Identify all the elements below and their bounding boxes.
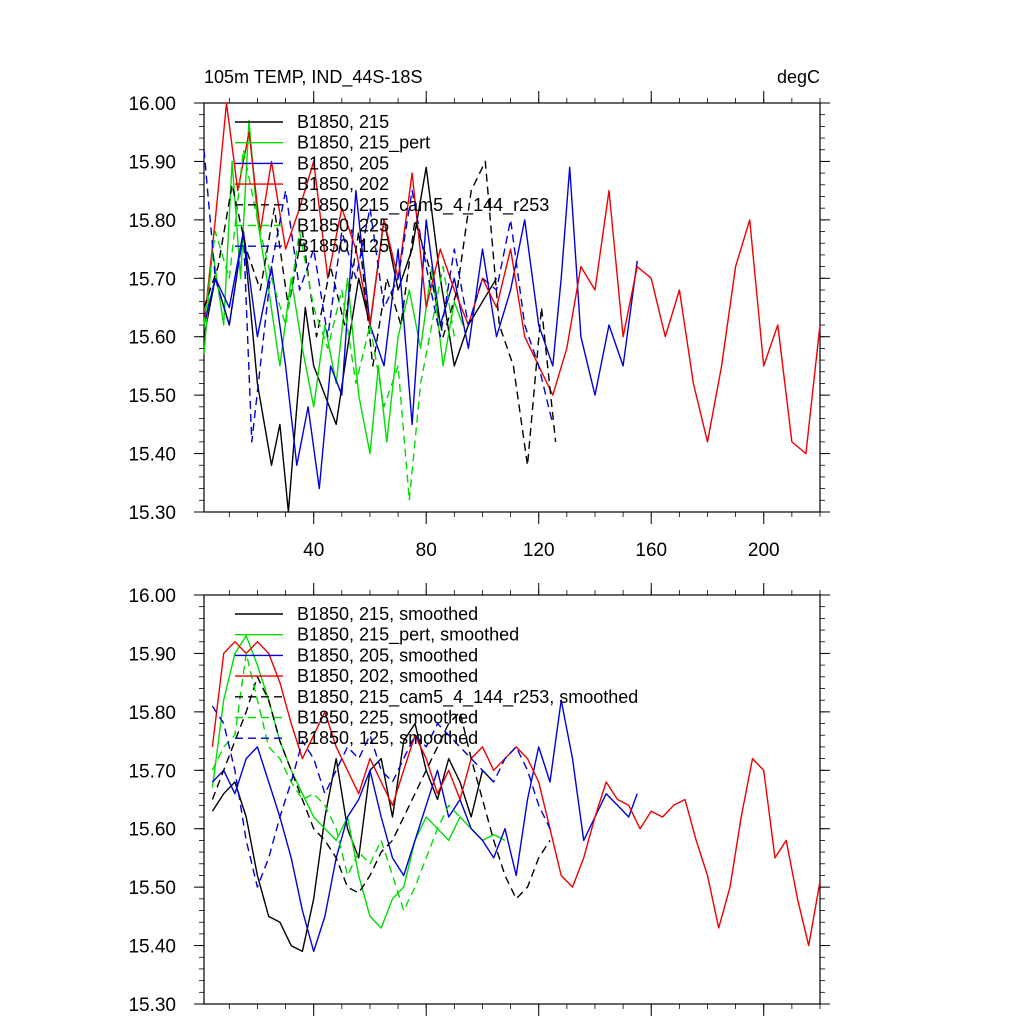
legend-label-7: B1850, 125, smoothed — [297, 728, 478, 748]
series-line-4 — [203, 102, 821, 455]
y-tick-label: 15.70 — [128, 761, 176, 782]
legend-label-6: B1850, 225 — [297, 216, 389, 236]
x-tick-label: 120 — [523, 540, 555, 561]
x-tick-label: 160 — [635, 540, 667, 561]
series-line-2 — [203, 119, 464, 455]
legend-label-4: B1850, 202, smoothed — [297, 666, 478, 686]
y-tick-label: 16.00 — [128, 94, 176, 115]
series-line-7 — [203, 149, 554, 443]
legend-label-2: B1850, 215_pert — [297, 133, 430, 154]
chart-panel-2: 15.30 15.40 15.50 15.60 15.70 15.80 15.90 16.00… — [128, 583, 830, 1016]
y-tick-label: 15.50 — [128, 878, 176, 899]
series-line-3 — [211, 699, 638, 953]
legend-label-4: B1850, 202 — [297, 174, 389, 194]
legend-label-3: B1850, 205 — [297, 153, 389, 173]
legend-label-5: B1850, 215_cam5_4_144_r253 — [297, 195, 549, 216]
y-tick-label: 15.30 — [128, 995, 176, 1016]
y-tick-label: 15.80 — [128, 211, 176, 232]
chart-units: degC — [777, 67, 820, 87]
y-tick-label: 15.90 — [128, 152, 176, 173]
y-tick-label: 15.50 — [128, 386, 176, 407]
chart-panel-1: 15.30 15.40 15.50 15.60 15.70 15.80 15.90 16.00… — [128, 67, 830, 561]
y-tick-label: 15.90 — [128, 644, 176, 665]
legend-label-1: B1850, 215 — [297, 112, 389, 132]
series-line-3 — [203, 166, 638, 490]
y-tick-label: 15.40 — [128, 445, 176, 466]
series-line-4 — [211, 641, 821, 947]
legend-label-2: B1850, 215_pert, smoothed — [297, 625, 519, 646]
legend-label-5: B1850, 215_cam5_4_144_r253, smoothed — [297, 687, 638, 708]
x-tick-label: 40 — [303, 540, 324, 561]
y-tick-label: 15.60 — [128, 328, 176, 349]
x-tick-label: 200 — [748, 540, 780, 561]
series-line-5 — [203, 160, 557, 466]
y-tick-label: 15.70 — [128, 269, 176, 290]
legend-label-3: B1850, 205, smoothed — [297, 645, 478, 665]
series-line-6 — [211, 652, 461, 912]
chart-title: 105m TEMP, IND_44S-18S — [204, 67, 422, 88]
series-line-1 — [211, 722, 495, 953]
plot-frame — [203, 594, 821, 1005]
series-line-7 — [211, 705, 551, 888]
x-tick-label: 80 — [416, 540, 437, 561]
series-line-6 — [203, 148, 455, 501]
y-tick-label: 15.80 — [128, 703, 176, 724]
legend-label-1: B1850, 215, smoothed — [297, 604, 478, 624]
y-tick-label: 15.30 — [128, 503, 176, 524]
legend-label-6: B1850, 225, smoothed — [297, 708, 478, 728]
y-tick-label: 15.60 — [128, 820, 176, 841]
y-tick-label: 16.00 — [128, 586, 176, 607]
series-line-5 — [211, 676, 551, 900]
y-tick-label: 15.40 — [128, 937, 176, 958]
legend-label-7: B1850, 125 — [297, 236, 389, 256]
